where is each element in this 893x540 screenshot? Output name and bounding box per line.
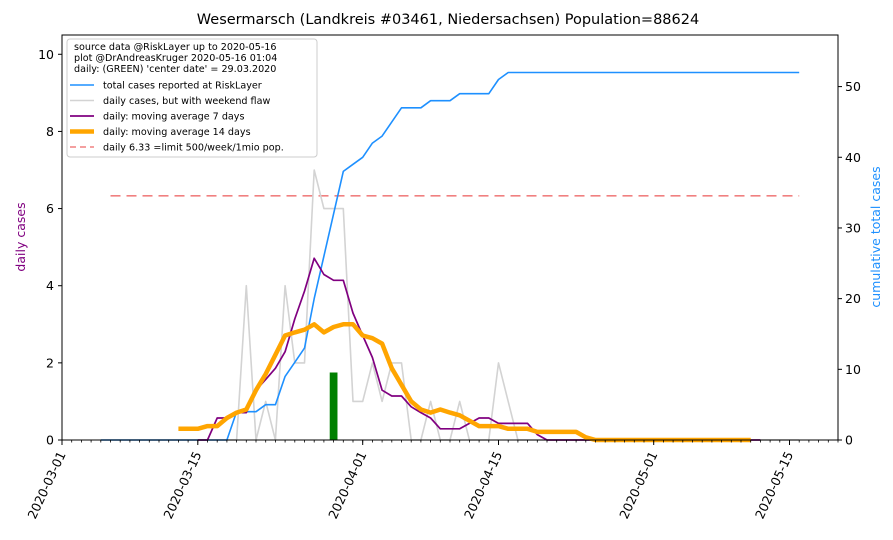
y-tick-label-left: 6 xyxy=(46,201,54,216)
y-tick-label-right: 50 xyxy=(845,79,861,94)
y-tick-label-right: 30 xyxy=(845,220,861,235)
legend-entry-label: daily 6.33 =limit 500/week/1mio pop. xyxy=(103,143,284,154)
legend-box xyxy=(66,38,318,158)
legend-entry-label: daily cases, but with weekend flaw xyxy=(103,96,270,107)
legend-header-line: daily: (GREEN) 'center date' = 29.03.202… xyxy=(74,64,276,75)
legend: source data @RiskLayer up to 2020-05-16p… xyxy=(66,38,318,158)
legend-entry-label: daily: moving average 14 days xyxy=(103,127,251,138)
y-tick-label-left: 2 xyxy=(46,355,54,370)
legend-entry-label: total cases reported at RiskLayer xyxy=(103,81,262,92)
y-tick-label-left: 0 xyxy=(46,433,54,448)
y-tick-label-right: 20 xyxy=(845,291,861,306)
y-tick-label-right: 10 xyxy=(845,362,861,377)
y-tick-label-left: 4 xyxy=(46,278,54,293)
center-date-bar xyxy=(329,372,338,440)
chart-title: Wesermarsch (Landkreis #03461, Niedersac… xyxy=(197,12,699,28)
legend-entry-label: daily: moving average 7 days xyxy=(103,112,244,123)
legend-header-line: plot @DrAndreasKruger 2020-05-16 01:04 xyxy=(74,53,277,64)
y-tick-label-left: 8 xyxy=(46,124,54,139)
legend-header-line: source data @RiskLayer up to 2020-05-16 xyxy=(74,42,277,53)
y-tick-label-right: 0 xyxy=(845,433,853,448)
y-axis-label-left: daily cases xyxy=(13,202,28,271)
total-cases-line xyxy=(100,71,800,441)
y-axis-label-right: cumulative total cases xyxy=(868,166,883,307)
moving-average-14-line xyxy=(178,322,751,443)
y-tick-label-left: 10 xyxy=(38,47,54,62)
y-tick-label-right: 40 xyxy=(845,150,861,165)
